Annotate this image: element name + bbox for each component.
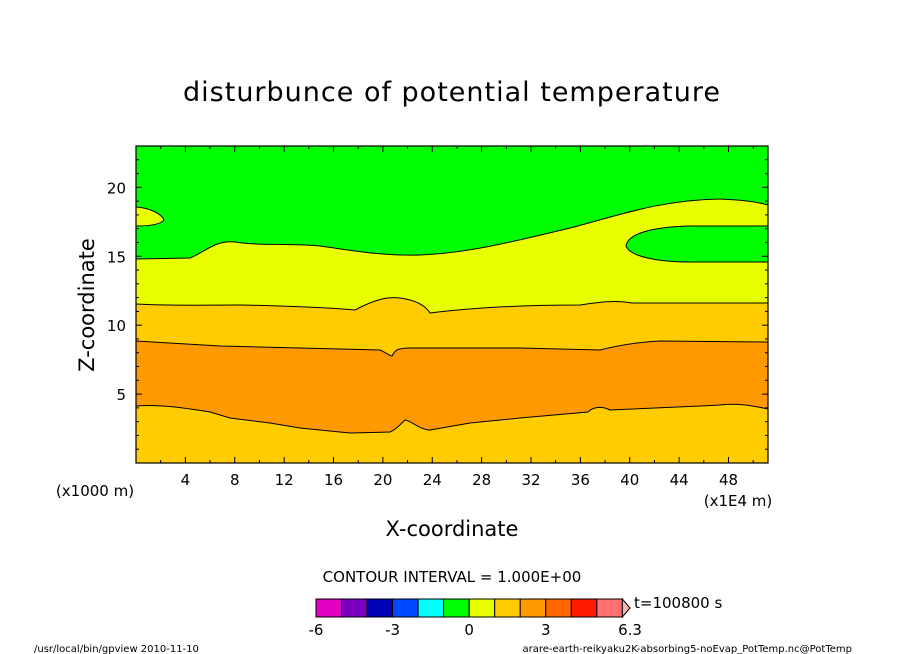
colorbar-tick-label: -6 [309,621,324,639]
colorbar-tick-labels: -6 -3 0 3 6.3 [309,621,642,639]
region-yellow-tongue [136,207,164,226]
x-tick-label: 48 [719,471,738,489]
colorbar-cell [443,598,470,618]
colorbar-tick-label: -3 [385,621,400,639]
x-tick-label: 16 [324,471,343,489]
x-tick-label: 32 [521,471,540,489]
y-unit-label: (x1000 m) [56,482,134,500]
colorbar-tick-label: 0 [464,621,474,639]
colorbar-cell [519,598,547,618]
x-tick-label: 36 [571,471,590,489]
plot-frame [135,145,769,464]
region-green-blob [626,226,768,262]
region-gold-bottom [136,404,768,463]
colorbar-arrow [621,597,631,619]
colorbar-cell [468,598,496,618]
footer-left: /usr/local/bin/gpview 2010-11-10 [34,644,199,654]
colorbar-cell [392,598,419,618]
x-tick-label: 24 [423,471,442,489]
colorbar-cell [315,598,343,618]
x-tick-label: 28 [472,471,491,489]
footer-right: arare-earth-reikyaku2K-absorbing5-noEvap… [523,644,853,654]
y-tick-label: 10 [107,317,126,335]
colorbar-tick-label: 3 [541,621,551,639]
y-axis-ticks: 5 10 15 20 [107,159,768,450]
contour-interval-label: CONTOUR INTERVAL = 1.000E+00 [323,568,582,586]
x-tick-label: 40 [620,471,639,489]
y-tick-label: 20 [107,179,126,197]
x-axis-label: X-coordinate [386,517,519,541]
colorbar-tick-label: 6.3 [618,621,642,639]
contour-lines [135,198,769,434]
plot-area [135,145,769,464]
time-label: t=100800 s [634,594,722,612]
y-tick-label: 15 [107,248,126,266]
x-tick-label: 12 [275,471,294,489]
x-axis-ticks: 4 8 12 16 20 24 28 32 36 40 44 48 [160,146,754,489]
y-axis-label: Z-coordinate [75,238,99,372]
colorbar-cell [366,598,394,618]
colorbar [315,597,631,619]
x-tick-label: 20 [373,471,392,489]
y-tick-label: 5 [116,386,126,404]
colorbar-cell [596,598,623,618]
colorbar-cell [570,598,598,618]
colorbar-cell [341,598,368,618]
colorbar-cell [494,598,521,618]
x-tick-label: 4 [181,471,191,489]
x-tick-label: 8 [230,471,240,489]
colorbar-cell [417,598,445,618]
colorbar-cell [545,598,572,618]
x-unit-label: (x1E4 m) [704,492,773,510]
x-tick-label: 44 [670,471,689,489]
chart-title: disturbunce of potential temperature [183,77,721,108]
